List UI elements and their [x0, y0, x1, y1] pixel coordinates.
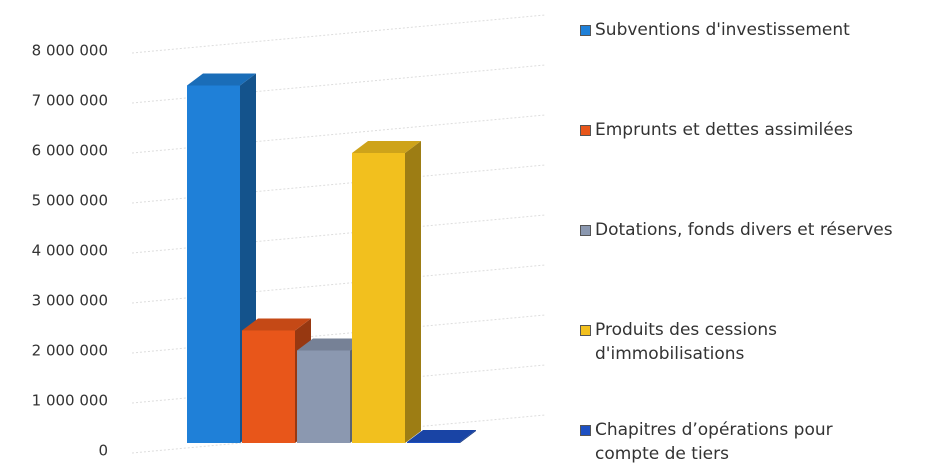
y-tick-label: 7 000 000	[32, 92, 108, 110]
y-tick-label: 2 000 000	[32, 342, 108, 360]
legend-entry: Emprunts et dettes assimilées	[580, 118, 853, 142]
y-tick-label: 5 000 000	[32, 192, 108, 210]
legend-entry: Chapitres d’opérations pour compte de ti…	[580, 418, 833, 466]
y-tick-label: 0	[98, 442, 108, 460]
legend-swatch	[580, 325, 591, 336]
legend-entry: Produits des cessions d'immobilisations	[580, 318, 777, 366]
bar	[352, 141, 421, 443]
legend-swatch	[580, 125, 591, 136]
grid-line	[131, 14, 546, 54]
bar-face	[460, 430, 476, 443]
legend-entry: Subventions d'investissement	[580, 18, 850, 42]
legend-swatch	[580, 225, 591, 236]
bar-face	[242, 330, 295, 443]
bar-face	[297, 338, 366, 351]
y-tick-label: 6 000 000	[32, 142, 108, 160]
y-tick-label: 3 000 000	[32, 292, 108, 310]
y-tick-label: 1 000 000	[32, 392, 108, 410]
legend-label: Emprunts et dettes assimilées	[595, 120, 854, 140]
bar-face	[297, 350, 350, 443]
legend-label: Subventions d'investissement	[595, 20, 850, 40]
bar-face	[352, 153, 405, 443]
bar	[407, 430, 476, 443]
legend-entry: Dotations, fonds divers et réserves	[580, 218, 893, 242]
legend-label: Chapitres d’opérations pour compte de ti…	[595, 420, 833, 464]
bar-face	[242, 318, 311, 331]
grid-line	[131, 414, 546, 454]
y-tick-label: 4 000 000	[32, 242, 108, 260]
legend-label: Dotations, fonds divers et réserves	[595, 220, 893, 240]
bar-face	[187, 85, 240, 443]
bar-face	[407, 442, 460, 443]
y-tick-label: 8 000 000	[32, 42, 108, 60]
legend-swatch	[580, 425, 591, 436]
legend-label: Produits des cessions d'immobilisations	[595, 320, 777, 364]
bar-face	[187, 73, 256, 86]
legend-swatch	[580, 25, 591, 36]
bar-face	[352, 141, 421, 153]
bar-face	[405, 141, 421, 443]
bar-face	[407, 430, 476, 442]
